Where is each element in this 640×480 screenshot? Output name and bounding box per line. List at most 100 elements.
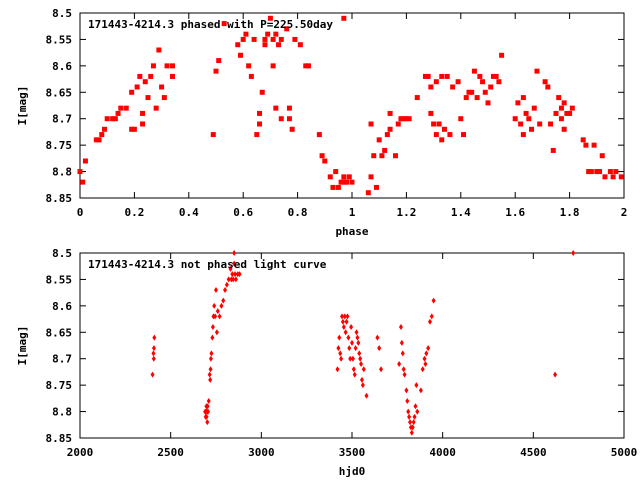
data-point — [387, 126, 393, 132]
data-point — [345, 313, 350, 320]
data-point — [221, 297, 226, 304]
data-point — [403, 116, 409, 122]
data-point — [341, 15, 347, 21]
data-point — [207, 371, 212, 378]
data-point — [537, 121, 543, 127]
data-point — [215, 308, 220, 315]
data-point — [230, 271, 235, 278]
data-point — [550, 147, 556, 153]
data-point — [393, 153, 399, 159]
data-point — [214, 287, 218, 293]
data-point — [558, 105, 564, 111]
data-point — [243, 31, 249, 37]
data-point — [413, 403, 418, 410]
data-point — [461, 132, 467, 138]
data-point — [361, 366, 366, 373]
data-point — [405, 398, 410, 404]
data-point — [129, 126, 135, 132]
x-tick-label: 0.6 — [233, 206, 253, 219]
x-tick-label: 3000 — [248, 446, 275, 459]
data-point — [480, 79, 486, 85]
data-point — [450, 84, 456, 90]
y-tick-label: 8.6 — [52, 300, 72, 313]
x-tick-label: 0 — [77, 206, 84, 219]
data-point — [262, 42, 268, 48]
data-point — [586, 169, 592, 175]
data-point — [580, 137, 586, 143]
data-point — [433, 132, 439, 138]
data-point — [150, 371, 155, 378]
x-tick-label: 1 — [349, 206, 356, 219]
data-point — [104, 116, 110, 122]
data-point — [344, 318, 349, 325]
data-point — [359, 361, 364, 367]
data-point — [613, 169, 619, 175]
data-point — [156, 47, 162, 53]
data-point — [376, 137, 382, 143]
data-point — [597, 169, 603, 175]
data-point — [140, 121, 146, 127]
data-point — [151, 345, 156, 352]
data-point — [429, 313, 434, 320]
data-point — [347, 345, 352, 352]
data-point — [223, 287, 228, 293]
data-point — [289, 126, 295, 132]
data-point — [169, 63, 175, 69]
data-point — [213, 313, 218, 320]
x-tick-label: 1.8 — [560, 206, 580, 219]
data-point — [151, 350, 156, 357]
data-point — [210, 324, 215, 330]
data-point — [414, 382, 419, 389]
data-point — [455, 79, 461, 85]
unphased-x-axis-label: hjd0 — [339, 465, 366, 478]
data-point — [246, 63, 252, 69]
data-point — [496, 79, 502, 85]
data-point — [204, 413, 209, 420]
data-point — [286, 116, 292, 122]
data-point — [433, 79, 439, 85]
data-point — [548, 121, 554, 127]
data-point — [77, 169, 83, 175]
data-point — [221, 21, 227, 27]
data-point — [569, 105, 575, 111]
phased-y-axis-label: I[mag] — [16, 86, 29, 126]
data-point — [210, 334, 215, 341]
data-point — [401, 116, 407, 122]
data-point — [134, 84, 140, 90]
data-point — [427, 318, 432, 325]
data-point — [112, 116, 118, 122]
data-point — [349, 324, 354, 330]
data-point — [353, 345, 358, 352]
data-point — [545, 84, 551, 90]
data-point — [337, 334, 342, 341]
data-point — [145, 95, 151, 101]
data-point — [319, 153, 325, 159]
data-point — [152, 334, 157, 341]
data-point — [142, 79, 148, 85]
x-tick-label: 1.6 — [505, 206, 525, 219]
data-point — [131, 126, 137, 132]
data-point — [375, 334, 380, 341]
data-point — [373, 184, 379, 190]
data-point — [387, 110, 393, 116]
y-tick-label: 8.65 — [46, 86, 73, 99]
data-point — [129, 89, 135, 95]
data-point — [409, 429, 414, 436]
data-point — [118, 105, 124, 111]
data-point — [426, 345, 431, 352]
data-point — [571, 250, 576, 256]
data-point — [340, 313, 345, 320]
unphased-light-curve-panel: 8.5 8.55 8.6 8.65 8.7 8.75 8.8 8.85 2000 2500 300… — [16, 247, 637, 478]
data-point — [276, 42, 282, 48]
phased-x-axis-label: phase — [335, 225, 368, 238]
data-point — [213, 68, 219, 74]
phased-chart-title: 171443-4214.3 phased with P=225.50day — [88, 18, 333, 31]
unphased-y-ticks: 8.5 8.55 8.6 8.65 8.7 8.75 8.8 8.85 — [46, 247, 624, 445]
data-point — [406, 408, 411, 415]
data-point — [208, 355, 213, 362]
data-point — [406, 116, 412, 122]
phased-light-curve-panel: 8.58.558.68.658.78.758.88.85 0 0.2 0.4 0.6 0… — [16, 7, 627, 238]
data-point — [226, 276, 231, 283]
data-point — [553, 371, 558, 378]
